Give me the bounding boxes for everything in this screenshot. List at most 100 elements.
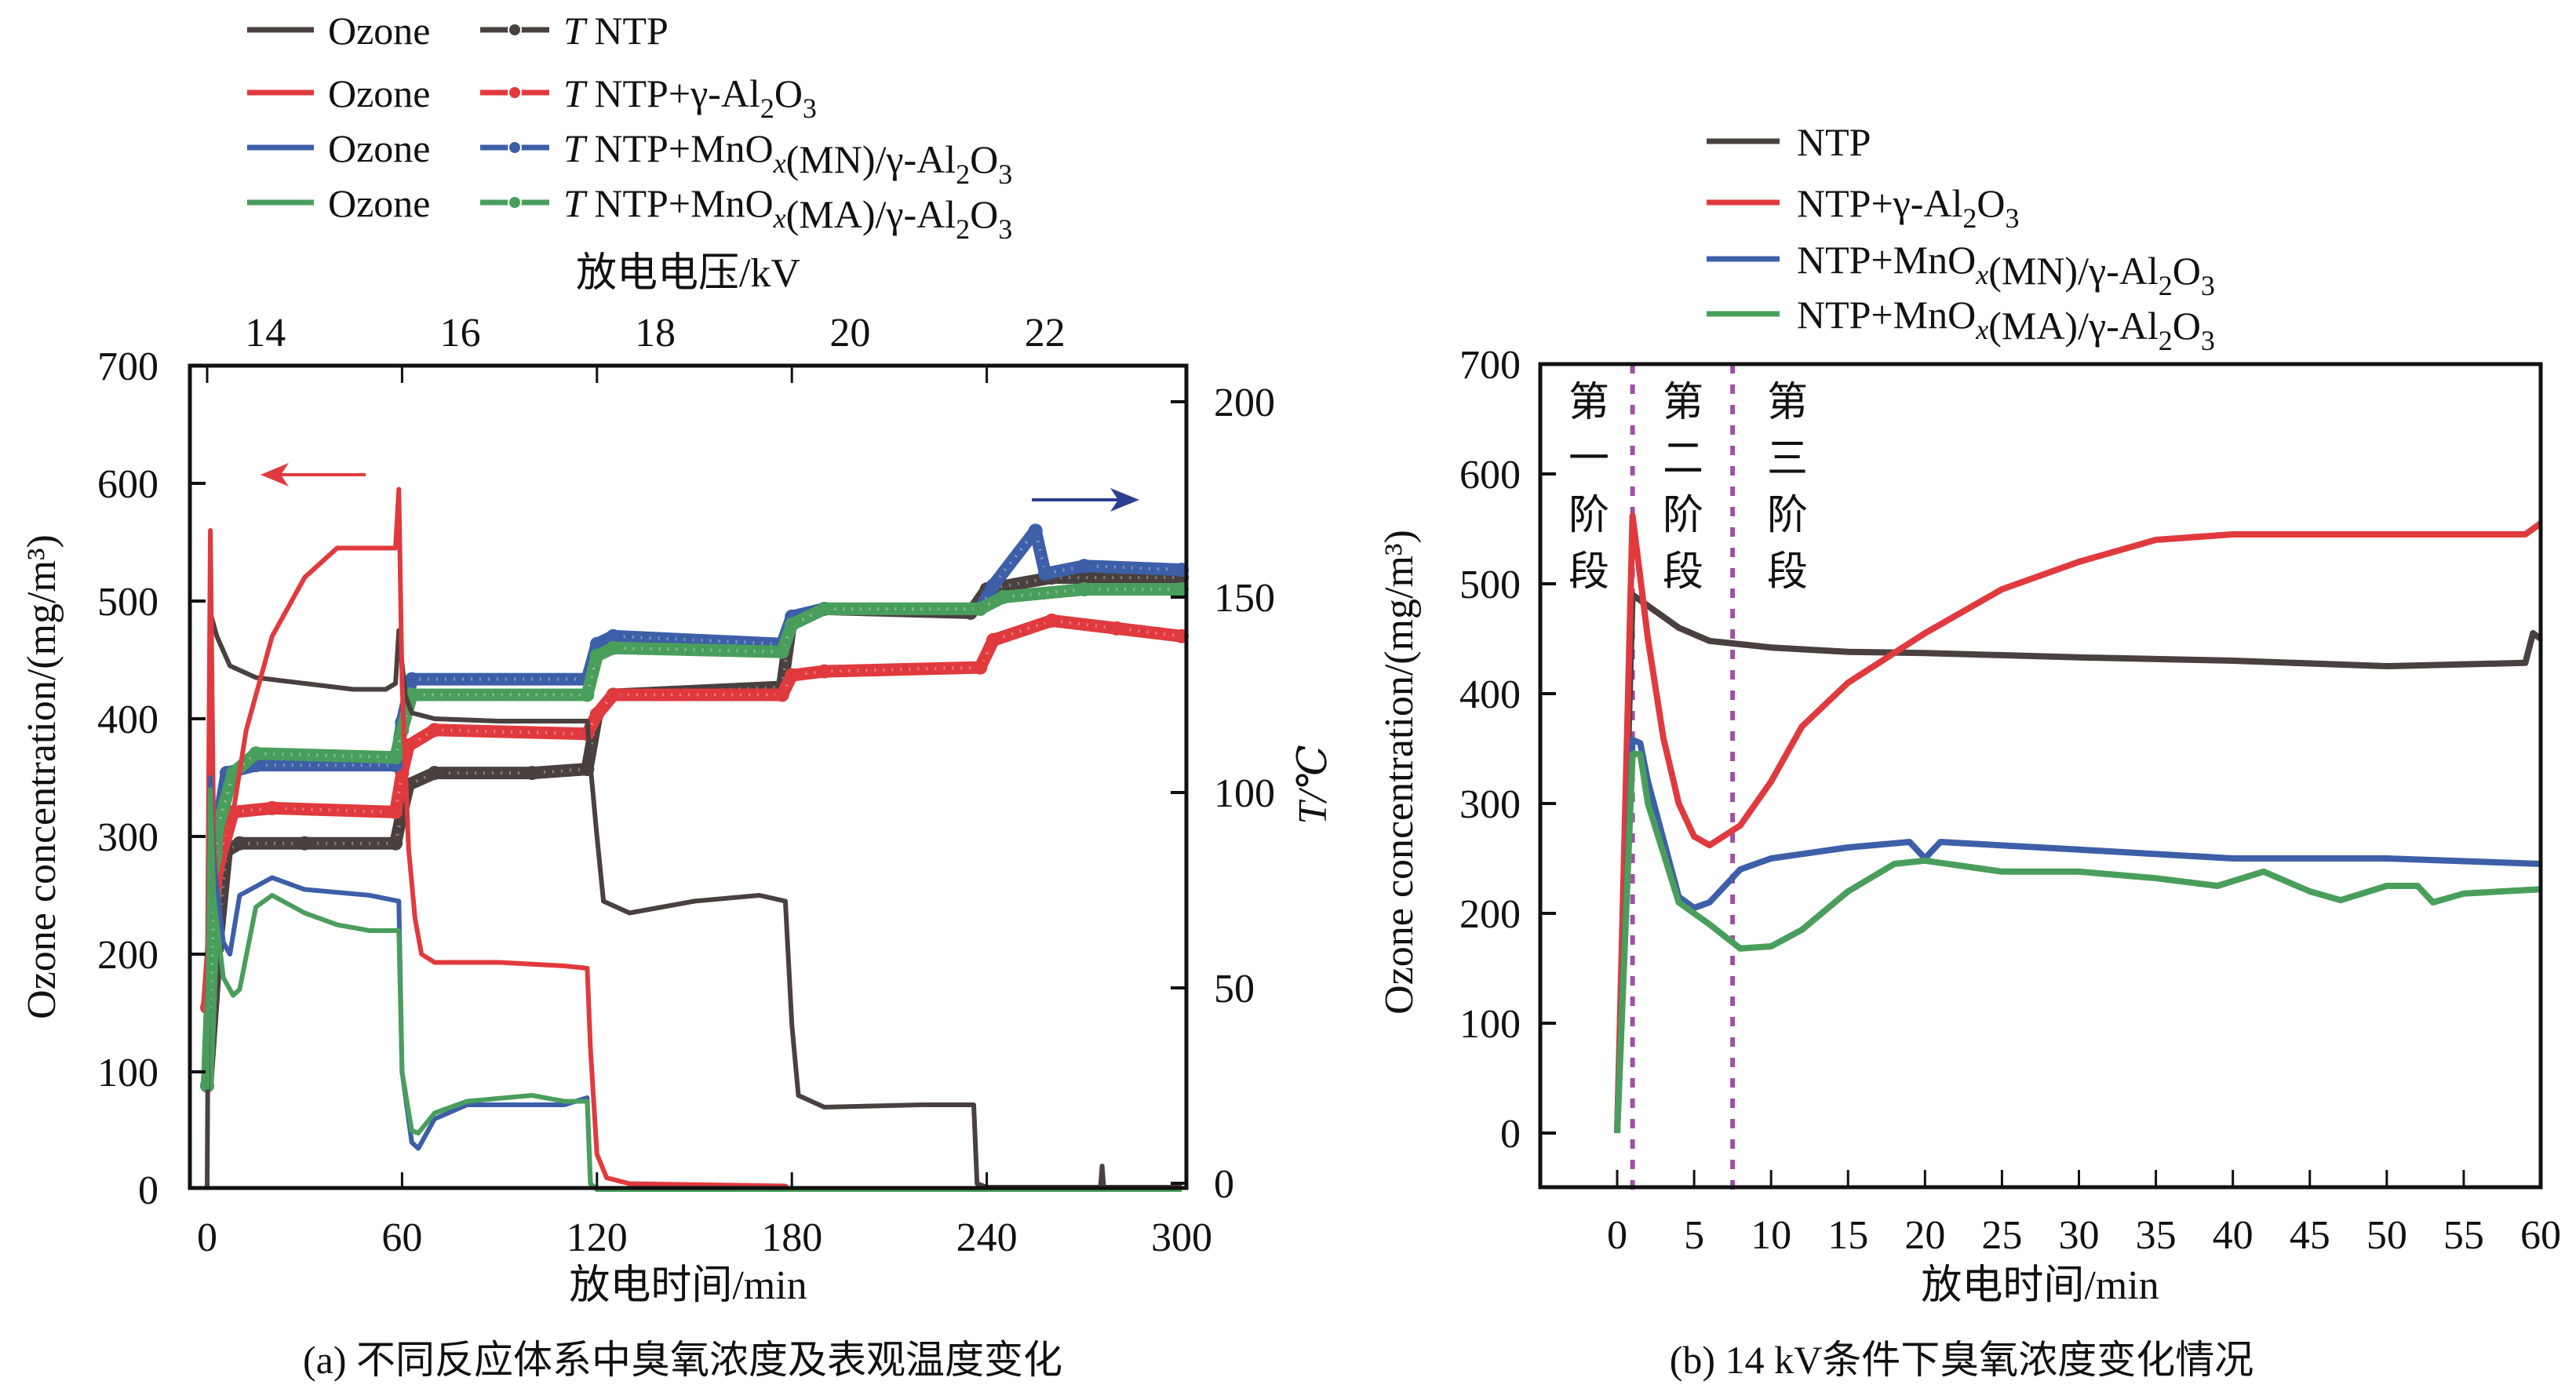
y-tick-label-a: 700 xyxy=(97,344,158,389)
x-tick-label-a: 180 xyxy=(761,1215,822,1260)
y2-tick-label-a: 200 xyxy=(1214,381,1275,425)
x-tick-label-b: 45 xyxy=(2290,1213,2330,1258)
x-tick-label-b: 60 xyxy=(2520,1213,2561,1258)
legend-b-label: NTP+MnOx(MA)/γ-Al2O3 xyxy=(1797,293,2215,356)
y2-tick-label-a: 150 xyxy=(1214,576,1275,621)
legend-ozone-label: Ozone xyxy=(328,9,431,53)
y-axis-title-a: Ozone concentration/(mg/m³) xyxy=(20,534,64,1019)
temperature-point xyxy=(774,644,789,659)
legend-b-label: NTP+γ-Al2O3 xyxy=(1797,181,2020,234)
temperature-point xyxy=(785,617,800,632)
temperature-point xyxy=(986,632,1000,647)
y2-tick-label-a: 100 xyxy=(1214,771,1275,816)
ozone-line-Al2O3 xyxy=(205,486,1182,1192)
y-tick-label-b: 300 xyxy=(1459,782,1521,827)
x-axis-title-b: 放电时间/min xyxy=(1921,1263,2159,1308)
stage-label-char: 阶 xyxy=(1767,492,1808,539)
temperature-point xyxy=(404,672,419,687)
x2-tick-label-a: 22 xyxy=(1025,311,1066,355)
ozone-line-NTP xyxy=(205,610,1182,1190)
y-tick-label-b: 400 xyxy=(1459,672,1521,717)
stage-label-char: 三 xyxy=(1767,435,1808,483)
y-tick-label-b: 700 xyxy=(1459,343,1521,388)
stage-label-char: 第 xyxy=(1663,379,1703,426)
temperature-point xyxy=(785,668,800,683)
ozone-line-b-NTP xyxy=(1614,592,2543,1134)
x-tick-label-b: 55 xyxy=(2443,1213,2484,1258)
temperature-point xyxy=(973,660,988,675)
plot-frame-a xyxy=(188,363,1189,1190)
legend-b: NTP NTP+γ-Al2O3NTP+MnOx(MN)/γ-Al2O3NTP+Mn… xyxy=(1707,120,2215,356)
y-tick-label-b: 100 xyxy=(1459,1002,1521,1047)
chart-a: 0 100 200 300 400 500 600 700 0 50 100 150 200 0 60 120… xyxy=(20,311,1335,1308)
legend-b-row: NTP+MnOx(MN)/γ-Al2O3 xyxy=(1707,238,2215,301)
temperature-point xyxy=(996,590,1011,604)
temperature-point xyxy=(388,836,403,851)
y-tick-label-b: 200 xyxy=(1459,892,1521,937)
y2-tick-label-a: 50 xyxy=(1214,967,1255,1011)
x-tick-label-b: 5 xyxy=(1684,1213,1704,1258)
temperature-point xyxy=(589,648,604,663)
legend-b-row: NTP+γ-Al2O3 xyxy=(1707,181,2020,234)
temperature-point xyxy=(774,687,789,702)
legend-a-row: Ozone T NTP+MnOx(MA)/γ-Al2O3 xyxy=(247,181,1012,245)
y-tick-label-a: 400 xyxy=(97,698,158,742)
y-tick-label-a: 0 xyxy=(138,1168,158,1213)
temperature-point xyxy=(427,723,442,738)
x-tick-label-b: 15 xyxy=(1827,1213,1868,1258)
temperature-point xyxy=(817,664,832,679)
x2-tick-label-a: 20 xyxy=(829,311,870,355)
y2-axis-title-a: T/℃ xyxy=(1291,745,1335,825)
legend-b-row: NTP xyxy=(1707,120,1871,164)
temperature-point xyxy=(1038,567,1053,581)
legend-temp-marker xyxy=(508,140,522,155)
stage-label-char: 段 xyxy=(1663,548,1703,596)
temperature-point xyxy=(1044,613,1059,628)
left-arrow-annotation xyxy=(261,463,366,486)
x-tick-label-a: 120 xyxy=(567,1215,628,1260)
temperature-point xyxy=(606,640,621,655)
temperature-point xyxy=(388,750,403,765)
caption-b: (b) 14 kV条件下臭氧浓度变化情况 xyxy=(1670,1338,2254,1382)
legend-ozone-label: Ozone xyxy=(328,71,431,115)
stage-label-char: 段 xyxy=(1767,548,1808,596)
y-tick-label-a: 100 xyxy=(97,1051,158,1095)
stage-label-char: 第 xyxy=(1767,379,1808,426)
temperature-point xyxy=(525,766,539,781)
plot-frame-b xyxy=(1538,362,2543,1190)
ozone-line-b-MA xyxy=(1614,751,2541,1134)
temperature-point xyxy=(1028,523,1043,538)
legend-ozone-label: Ozone xyxy=(328,126,431,170)
x-tick-label-a: 0 xyxy=(197,1215,217,1260)
arrow-head xyxy=(1110,488,1139,512)
x2-tick-label-a: 16 xyxy=(440,311,481,355)
y2-tick-label-a: 0 xyxy=(1214,1162,1234,1207)
legend-temp-label: T NTP+γ-Al2O3 xyxy=(563,71,817,124)
legend-ozone-label: Ozone xyxy=(328,181,431,225)
temperature-point xyxy=(264,800,279,815)
x2-tick-label-a: 14 xyxy=(245,311,286,355)
legend-a: Ozone T NTP Ozone T NTP+γ-Al2O3 Ozone T NTP+M… xyxy=(247,9,1012,245)
legend-a-row: Ozone T NTP+γ-Al2O3 xyxy=(247,71,817,124)
stage-label-char: 一 xyxy=(1569,435,1609,483)
x2-axis-title-a: 放电电压/kV xyxy=(576,251,800,296)
legend-a-row: Ozone T NTP xyxy=(247,9,669,53)
x-tick-label-b: 20 xyxy=(1904,1213,1945,1258)
stage-label-char: 第 xyxy=(1569,379,1609,426)
ozone-line-b-Al2O3 xyxy=(1614,512,2543,1134)
x-tick-label-b: 25 xyxy=(1981,1213,2022,1258)
legend-b-row: NTP+MnOx(MA)/γ-Al2O3 xyxy=(1707,293,2215,356)
legend-temp-marker xyxy=(508,86,522,100)
legend-temp-label: T NTP+MnOx(MA)/γ-Al2O3 xyxy=(563,181,1012,245)
x-tick-label-b: 50 xyxy=(2366,1213,2407,1258)
temperature-point xyxy=(589,707,604,722)
temperature-line-Al2O3 xyxy=(201,614,1188,1014)
y-tick-label-a: 500 xyxy=(97,580,158,625)
temperature-point xyxy=(388,804,403,819)
x-tick-label-b: 30 xyxy=(2059,1213,2100,1258)
